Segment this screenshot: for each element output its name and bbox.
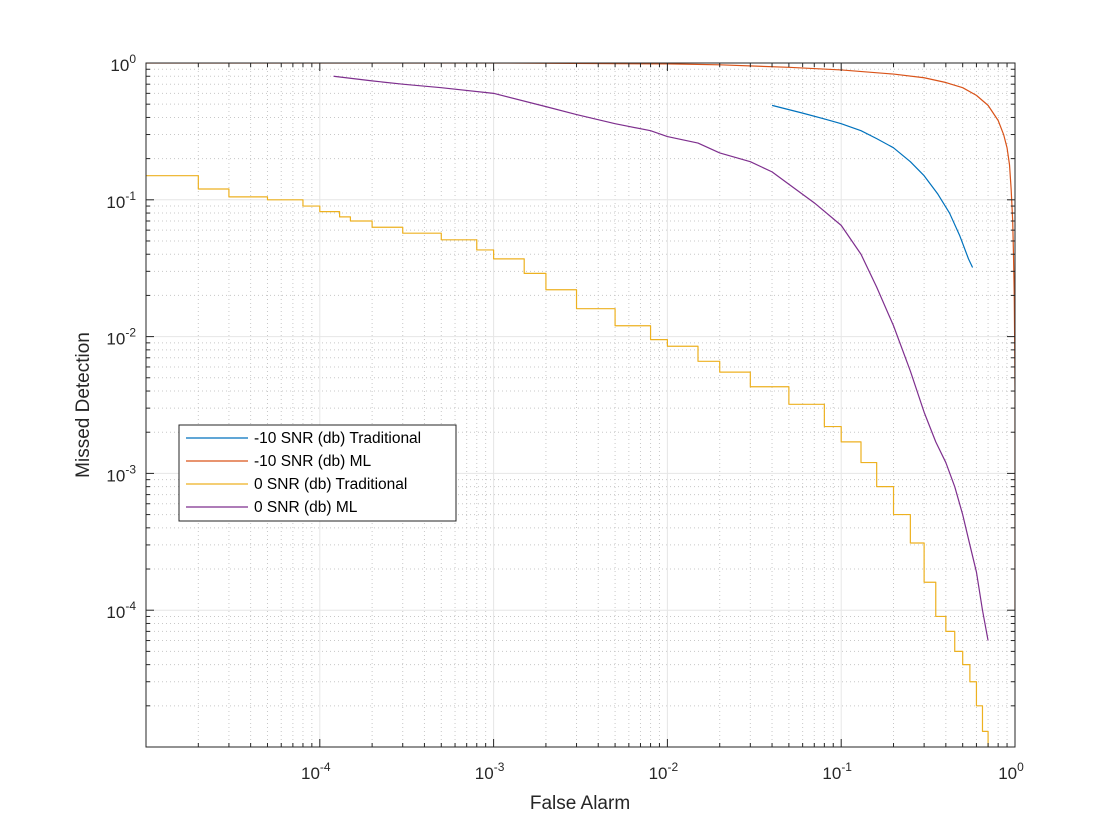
series-line-1 <box>771 104 974 268</box>
x-tick-label: 100 <box>998 760 1024 783</box>
y-tick-label: 10-1 <box>106 189 136 212</box>
minor-grid <box>146 63 1015 747</box>
legend-box <box>178 424 457 522</box>
legend-label-1: -10 SNR (db) Traditional <box>254 430 421 447</box>
x-tick-label: 10-4 <box>301 760 331 783</box>
legend: -10 SNR (db) Traditional -10 SNR (db) ML 0… <box>178 424 457 522</box>
plot-area <box>146 63 1015 747</box>
x-axis-label: False Alarm <box>530 793 630 814</box>
x-tick-label: 10-1 <box>822 760 852 783</box>
major-grid <box>146 63 1015 747</box>
ticks-layer <box>145 62 1016 748</box>
y-axis-label: Missed Detection <box>73 332 94 478</box>
tick-labels-layer: 10-4 10-3 10-2 10-1 100 10-4 10-3 10-2 10-1 100 <box>106 52 1024 783</box>
legend-label-2: -10 SNR (db) ML <box>254 453 372 470</box>
plot-frame <box>145 62 1016 748</box>
series-line-4 <box>333 75 989 641</box>
legend-label-4: 0 SNR (db) ML <box>254 499 358 516</box>
legend-items: -10 SNR (db) Traditional -10 SNR (db) ML 0… <box>186 430 421 516</box>
x-tick-label: 10-3 <box>475 760 505 783</box>
y-tick-label: 10-4 <box>106 599 136 622</box>
legend-label-3: 0 SNR (db) Traditional <box>254 476 407 493</box>
y-tick-label: 10-2 <box>106 326 136 349</box>
x-tick-label: 10-2 <box>649 760 679 783</box>
y-tick-label: 10-3 <box>106 462 136 485</box>
y-tick-label: 100 <box>110 52 136 75</box>
series-line-3 <box>146 175 989 747</box>
